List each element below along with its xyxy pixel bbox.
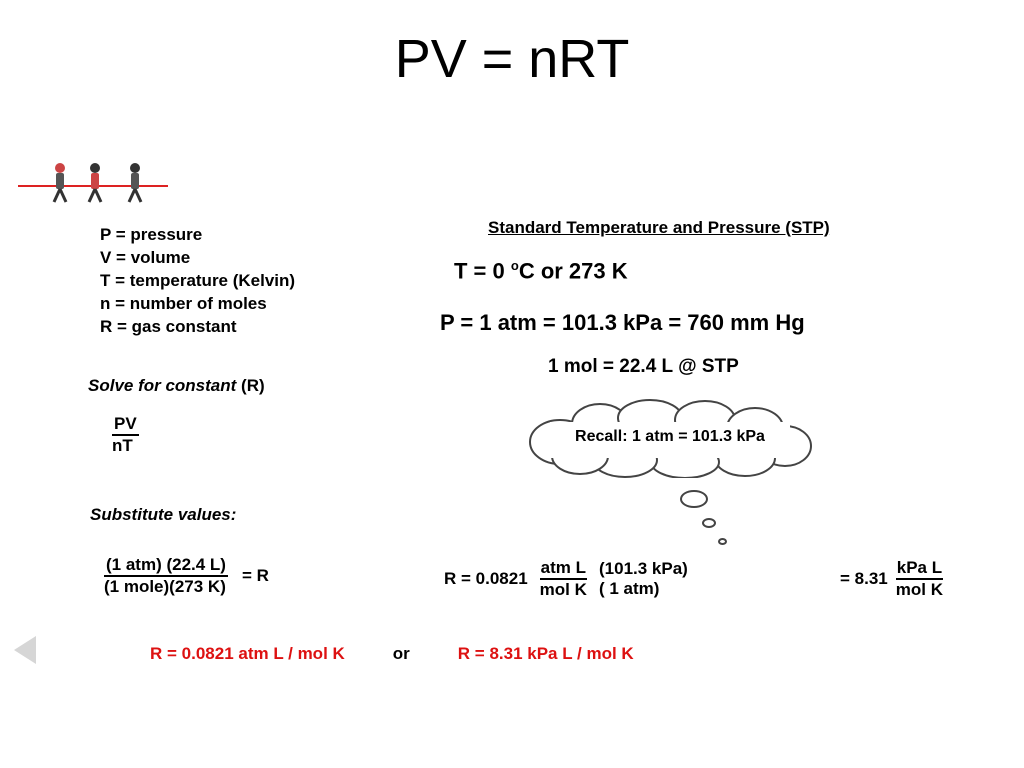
pv-top: PV [112, 414, 139, 436]
calc2-lead: R = 0.0821 [444, 569, 528, 589]
cloud-text: Recall: 1 atm = 101.3 kPa [520, 428, 820, 446]
final-results: R = 0.0821 atm L / mol K or R = 8.31 kPa… [150, 644, 634, 664]
thought-bubble-1-icon [680, 490, 708, 508]
page-title: PV = nRT [0, 28, 1024, 90]
thought-bubble-2-icon [702, 518, 716, 528]
calc1-fraction: (1 atm) (22.4 L) (1 mole)(273 K) [104, 555, 228, 597]
calc1-bot: (1 mole)(273 K) [104, 577, 226, 596]
calc3-eq: = 8.31 [840, 569, 888, 589]
def-t: T = temperature (Kelvin) [100, 270, 295, 293]
final-or: or [393, 644, 410, 664]
stp-molar-volume: 1 mol = 22.4 L @ STP [548, 356, 739, 378]
calc1-eq: = R [242, 566, 269, 586]
calc2-paren-bot: ( 1 atm) [599, 579, 688, 599]
stp-t-post: C or 273 K [519, 258, 628, 283]
solve-for-r-label: Solve for constant (R) [88, 376, 265, 396]
calc-substitution: (1 atm) (22.4 L) (1 mole)(273 K) = R [104, 555, 269, 597]
stp-pressure: P = 1 atm = 101.3 kPa = 760 mm Hg [440, 310, 805, 336]
calc3-unit-top: kPa L [896, 558, 943, 580]
calc2-unit-top: atm L [540, 558, 587, 580]
def-n: n = number of moles [100, 293, 295, 316]
calc2-unit: atm L mol K [540, 558, 587, 600]
solve-italic: Solve for constant [88, 376, 236, 395]
def-r: R = gas constant [100, 316, 295, 339]
calc-r-atm: R = 0.0821 atm L mol K (101.3 kPa) ( 1 a… [444, 558, 688, 600]
def-p: P = pressure [100, 224, 295, 247]
calc1-top: (1 atm) (22.4 L) [104, 555, 228, 577]
calc3-unit: kPa L mol K [896, 558, 943, 600]
pv-over-nt: PV nT [112, 414, 139, 456]
substitute-values-label: Substitute values: [90, 505, 236, 525]
variable-definitions: P = pressure V = volume T = temperature … [100, 224, 295, 339]
tug-of-war-icon [40, 158, 170, 208]
stp-t-pre: T = 0 [454, 258, 511, 283]
calc-r-kpa: = 8.31 kPa L mol K [840, 558, 943, 600]
pv-bot: nT [112, 436, 133, 455]
previous-slide-button[interactable] [14, 636, 36, 664]
final-r-kpa: R = 8.31 kPa L / mol K [458, 644, 634, 664]
calc2-paren-top: (101.3 kPa) [599, 559, 688, 579]
calc2-conversion: (101.3 kPa) ( 1 atm) [599, 559, 688, 599]
thought-bubble-3-icon [718, 538, 727, 545]
stp-header: Standard Temperature and Pressure (STP) [488, 218, 830, 238]
thought-cloud: Recall: 1 atm = 101.3 kPa [520, 398, 820, 478]
solve-rest: (R) [236, 376, 264, 395]
stp-temperature: T = 0 oC or 273 K [454, 258, 628, 284]
def-v: V = volume [100, 247, 295, 270]
calc3-unit-bot: mol K [896, 580, 943, 600]
final-r-atm: R = 0.0821 atm L / mol K [150, 644, 345, 664]
stp-t-sup: o [511, 258, 519, 273]
calc2-unit-bot: mol K [540, 580, 587, 600]
